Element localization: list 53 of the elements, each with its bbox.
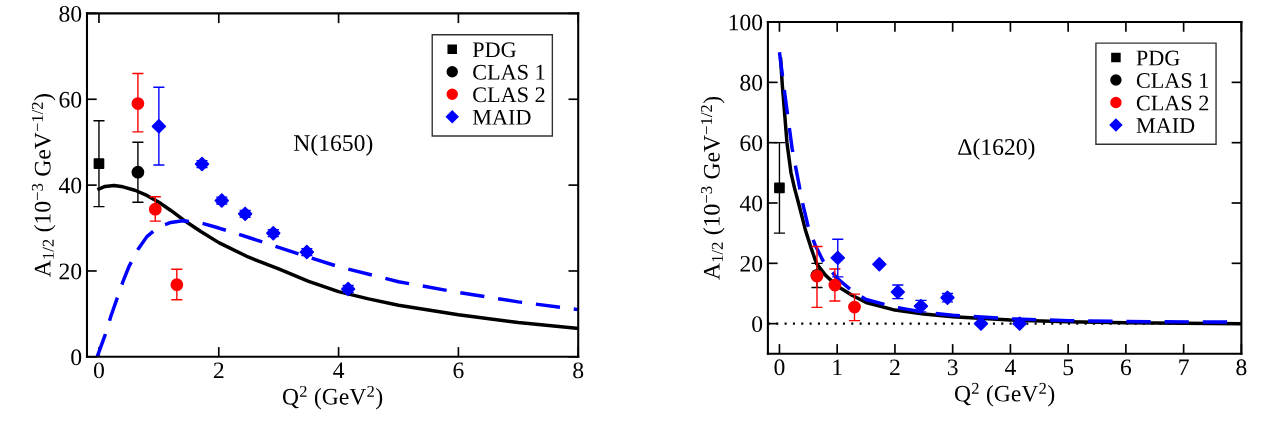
x-axis-title: Q$^{2}$ (GeV$^{2}$) — [954, 382, 1055, 407]
legend-label: CLAS 1 — [473, 64, 545, 80]
x-tick-label: 0 — [774, 359, 785, 376]
point — [131, 97, 145, 110]
y-tick-label: 20 — [740, 255, 763, 272]
point — [170, 278, 184, 292]
x-tick-label: 7 — [1179, 359, 1189, 376]
y-tick-label: 80 — [59, 5, 82, 22]
point — [1012, 316, 1027, 331]
x-tick-label: 8 — [1236, 359, 1247, 376]
x-tick-label: 6 — [453, 362, 464, 379]
line-series — [95, 219, 579, 357]
y-tick-label: 0 — [752, 316, 763, 333]
legend-label: MAID — [1136, 118, 1195, 133]
x-axis-title: Q$^{2}$ (GeV$^{2}$) — [282, 385, 383, 410]
point — [93, 158, 105, 169]
annotation: Δ(1620) — [958, 138, 1035, 160]
annotation: N(1650) — [293, 134, 373, 156]
x-tick-label: 2 — [890, 359, 900, 376]
y-tick-label: 40 — [58, 177, 82, 194]
point — [148, 202, 162, 216]
x-tick-label: 8 — [573, 362, 584, 379]
x-tick-label: 6 — [1121, 359, 1132, 376]
legend-label: CLAS 2 — [473, 87, 545, 103]
y-tick-label: 60 — [740, 135, 763, 152]
point — [774, 182, 785, 194]
point — [266, 225, 281, 241]
y-axis-title: A$_{1/2}$ (10$^{−3}$ GeV$^{−1/2}$) — [701, 96, 725, 280]
point — [828, 278, 842, 292]
y-tick-label: 60 — [59, 91, 82, 108]
legend-label: PDG — [472, 42, 516, 58]
x-tick-label: 4 — [333, 362, 345, 379]
point — [872, 257, 887, 272]
x-tick-label: 4 — [1004, 359, 1016, 376]
x-tick-label: 0 — [93, 362, 104, 379]
point — [848, 300, 861, 314]
x-tick-label: 1 — [833, 359, 842, 376]
x-tick-label: 2 — [213, 362, 224, 379]
y-axis-title: A$_{1/2}$ (10$^{−3}$ GeV$^{−1/2}$) — [31, 94, 56, 277]
point — [830, 250, 845, 266]
x-tick-label: 3 — [947, 359, 958, 376]
point — [131, 165, 145, 179]
legend-label: CLAS 1 — [1136, 73, 1209, 89]
y-tick-label: 80 — [740, 74, 763, 91]
y-tick-label: 40 — [739, 195, 763, 212]
y-tick-label: 20 — [59, 263, 82, 280]
legend-label: PDG — [1136, 50, 1180, 66]
point — [973, 316, 989, 331]
legend-label: MAID — [472, 109, 531, 125]
x-tick-label: 5 — [1063, 359, 1074, 376]
y-tick-label: 100 — [729, 14, 763, 31]
point — [151, 119, 167, 134]
legend-label: CLAS 2 — [1136, 95, 1209, 111]
